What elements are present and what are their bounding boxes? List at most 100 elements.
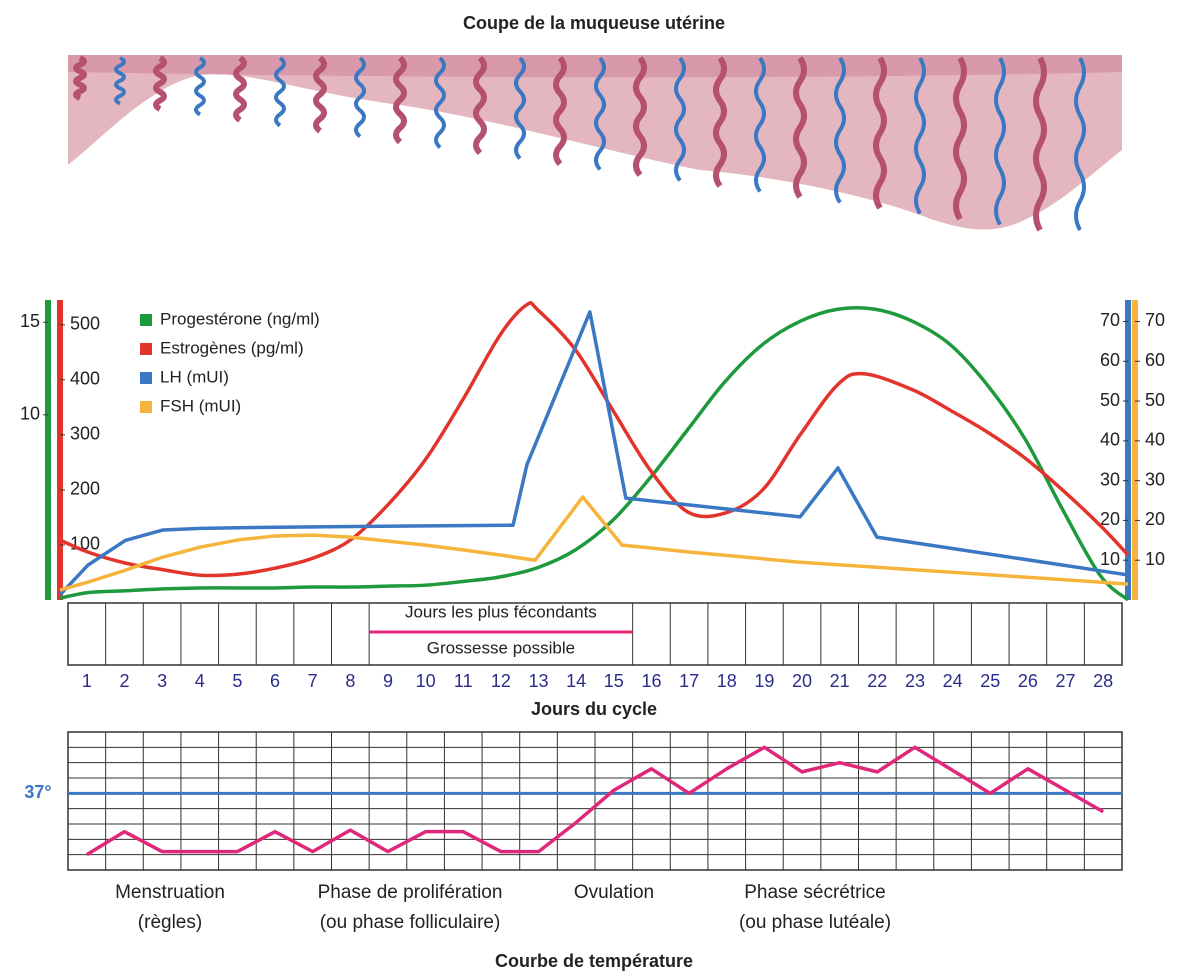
phase-label: (ou phase lutéale) — [739, 912, 891, 933]
y-tick-label: 40 — [1100, 430, 1120, 450]
pregnancy-label: Grossesse possible — [427, 638, 575, 657]
day-label: 21 — [830, 671, 850, 691]
day-label: 14 — [566, 671, 586, 691]
mucosa-surface — [68, 55, 1122, 78]
y-tick-label: 70 — [1145, 310, 1165, 330]
y-tick-label: 20 — [1145, 509, 1165, 529]
gland-vessel — [153, 55, 167, 112]
gland-vessel — [793, 56, 807, 199]
axis-bar — [1132, 300, 1138, 600]
y-tick-label: 15 — [20, 311, 40, 331]
gland-vessel — [674, 56, 686, 182]
phase-label: (ou phase folliculaire) — [320, 912, 501, 933]
gland-vessel — [914, 56, 926, 215]
gland-vessel — [393, 55, 407, 145]
section-title: Coupe de la muqueuse utérine — [463, 13, 725, 33]
day-label: 13 — [529, 671, 549, 691]
gland-vessel — [194, 56, 206, 117]
y-tick-label: 20 — [1100, 509, 1120, 529]
day-label: 1 — [82, 671, 92, 691]
y-tick-label: 50 — [1145, 390, 1165, 410]
legend-swatch — [140, 401, 152, 413]
day-label: 9 — [383, 671, 393, 691]
day-label: 25 — [980, 671, 1000, 691]
day-label: 5 — [232, 671, 242, 691]
y-tick-label: 10 — [1145, 549, 1165, 569]
gland-vessel — [473, 55, 487, 156]
chart-title: Courbe de température — [495, 951, 693, 971]
y-tick-label: 200 — [70, 479, 100, 499]
legend-label: Estrogènes (pg/ml) — [160, 338, 304, 357]
day-label: 12 — [491, 671, 511, 691]
y-tick-label: 70 — [1100, 310, 1120, 330]
phase-label: Ovulation — [574, 882, 654, 903]
day-label: 24 — [943, 671, 963, 691]
day-label: 7 — [308, 671, 318, 691]
day-label: 4 — [195, 671, 205, 691]
gland-vessel — [354, 56, 366, 139]
line — [58, 310, 1129, 597]
gland-vessel — [434, 56, 446, 149]
line — [59, 495, 1129, 592]
mucosa-shape — [68, 55, 1122, 230]
phase-label: Menstruation — [115, 882, 225, 903]
gland-vessel — [114, 56, 126, 106]
y-tick-label: 30 — [1100, 469, 1120, 489]
legend-label: LH (mUI) — [160, 367, 229, 386]
line — [85, 745, 1105, 857]
day-label: 22 — [867, 671, 887, 691]
x-axis-label: Jours du cycle — [531, 699, 657, 719]
gland-vessel — [994, 57, 1006, 226]
day-label: 18 — [717, 671, 737, 691]
legend-swatch — [140, 314, 152, 326]
phase-label: Phase de prolifération — [318, 882, 503, 903]
gland-vessel — [834, 56, 846, 204]
phase-label: (règles) — [138, 912, 202, 933]
gland-vessel — [73, 55, 87, 101]
day-label: 27 — [1056, 671, 1076, 691]
day-label: 16 — [641, 671, 661, 691]
day-label: 11 — [454, 671, 473, 691]
gland-vessel — [754, 56, 766, 193]
gland-vessel — [633, 56, 647, 177]
mucosa-drawing — [68, 55, 1122, 232]
y-tick-label: 37° — [24, 782, 51, 802]
day-label: 17 — [679, 671, 699, 691]
gland-vessel — [1033, 56, 1047, 232]
day-label: 8 — [345, 671, 355, 691]
y-tick-label: 50 — [1100, 390, 1120, 410]
gland-vessel — [1074, 57, 1086, 231]
y-tick-label: 300 — [70, 424, 100, 444]
day-label: 19 — [754, 671, 774, 691]
day-label: 6 — [270, 671, 280, 691]
day-label: 23 — [905, 671, 925, 691]
day-label: 26 — [1018, 671, 1038, 691]
legend-swatch — [140, 372, 152, 384]
gland-vessel — [953, 56, 967, 221]
axis-bar — [1125, 300, 1131, 600]
axis-bar — [57, 300, 63, 600]
gland-vessel — [594, 56, 606, 171]
gland-vessel — [873, 56, 887, 210]
gland-vessel — [514, 56, 526, 160]
gland-vessel — [553, 55, 567, 167]
y-tick-label: 500 — [70, 314, 100, 334]
day-label: 20 — [792, 671, 812, 691]
phase-label: Phase sécrétrice — [744, 882, 886, 903]
y-tick-label: 10 — [1100, 549, 1120, 569]
y-tick-label: 60 — [1145, 350, 1165, 370]
day-label: 10 — [416, 671, 436, 691]
y-tick-label: 30 — [1145, 469, 1165, 489]
gland-vessel — [274, 56, 286, 128]
y-tick-label: 10 — [20, 404, 40, 424]
gland-vessel — [713, 56, 727, 188]
y-tick-label: 400 — [70, 369, 100, 389]
y-tick-label: 40 — [1145, 430, 1165, 450]
axis-bar — [45, 300, 51, 600]
legend-label: FSH (mUI) — [160, 396, 241, 415]
calendar-box — [67, 602, 1123, 666]
y-tick-label: 60 — [1100, 350, 1120, 370]
legend-label: Progestérone (ng/ml) — [160, 309, 320, 328]
day-label: 2 — [119, 671, 129, 691]
